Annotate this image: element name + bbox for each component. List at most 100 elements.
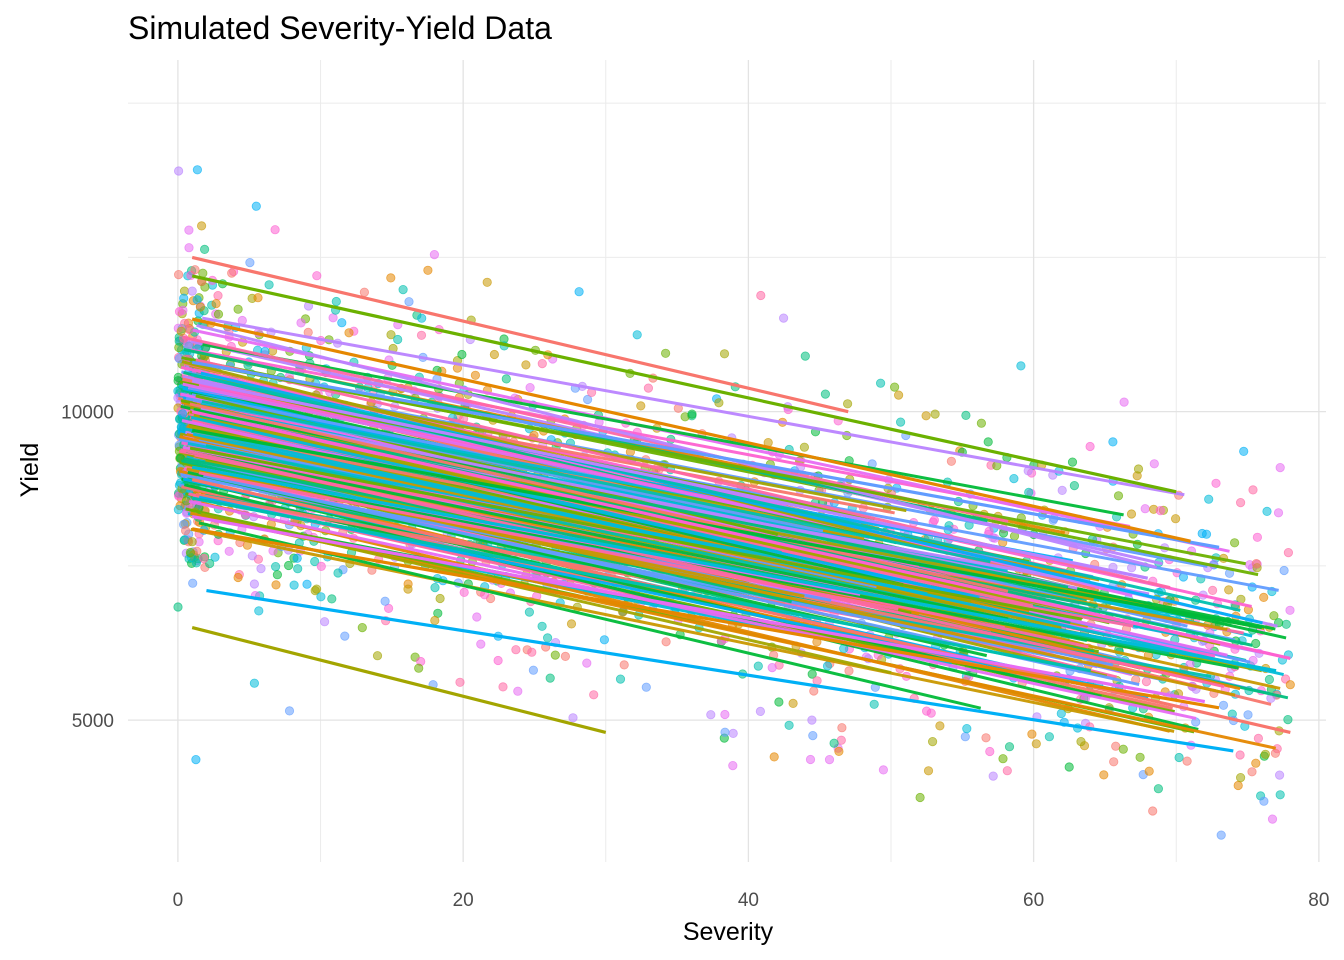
data-point	[430, 582, 440, 593]
fitted-line	[204, 470, 1239, 670]
data-point	[1283, 547, 1294, 558]
data-point	[528, 665, 539, 675]
data-point	[283, 560, 294, 571]
fitted-line	[189, 402, 1009, 593]
data-point	[574, 287, 584, 297]
fitted-line	[188, 500, 1197, 720]
data-point	[1269, 611, 1279, 621]
data-point	[457, 349, 467, 360]
data-point	[976, 418, 987, 428]
data-point	[292, 553, 302, 563]
data-point	[1252, 532, 1263, 542]
data-point	[961, 410, 971, 420]
data-point	[769, 752, 779, 762]
data-point	[753, 661, 763, 671]
data-point	[233, 304, 243, 314]
data-point	[878, 765, 889, 775]
data-point	[632, 330, 642, 340]
data-point	[272, 570, 282, 580]
fitted-line	[191, 410, 1291, 660]
data-point	[834, 746, 844, 757]
data-point	[582, 658, 592, 668]
data-point	[245, 257, 255, 268]
data-point	[566, 619, 577, 629]
y-tick-label: 5000	[72, 711, 114, 732]
fitted-line	[191, 274, 1177, 494]
data-point	[513, 686, 523, 696]
data-point	[1283, 714, 1293, 725]
data-point	[380, 596, 390, 606]
data-point	[180, 535, 190, 545]
data-point	[719, 349, 730, 359]
data-point	[190, 265, 200, 275]
data-point	[720, 709, 730, 720]
data-point	[359, 287, 369, 297]
data-point	[173, 602, 183, 612]
x-tick-label: 40	[738, 890, 759, 911]
data-point	[173, 504, 183, 515]
data-point	[1126, 509, 1137, 519]
data-point	[1233, 780, 1243, 791]
data-point	[927, 736, 938, 747]
data-point	[1004, 742, 1015, 752]
data-point	[844, 666, 854, 676]
data-point	[383, 603, 394, 614]
data-point	[185, 547, 195, 558]
fitted-line	[191, 514, 1206, 704]
data-point	[188, 578, 198, 588]
data-point	[344, 328, 354, 338]
data-point	[191, 754, 201, 765]
data-point	[1216, 830, 1226, 840]
data-point	[820, 389, 831, 399]
fitted-line	[191, 360, 1220, 549]
data-point	[915, 792, 925, 803]
axes: 0 20 40 60 80 5000 10000	[61, 403, 1329, 911]
data-point	[998, 754, 1008, 764]
data-point	[1259, 796, 1269, 806]
data-point	[805, 754, 816, 765]
data-point	[985, 746, 995, 757]
data-point	[187, 537, 197, 547]
x-tick-label: 60	[1023, 890, 1044, 911]
data-point	[1155, 505, 1166, 516]
data-point	[386, 273, 396, 283]
data-point	[1270, 748, 1281, 758]
data-point	[921, 411, 931, 421]
data-point	[187, 286, 197, 296]
data-point	[807, 715, 817, 725]
data-point	[935, 721, 945, 731]
data-point	[822, 661, 833, 671]
data-point	[756, 290, 766, 301]
data-point	[560, 651, 571, 662]
data-point	[1108, 437, 1118, 447]
data-point	[180, 318, 190, 328]
data-point	[1069, 480, 1080, 491]
data-point	[1239, 446, 1249, 456]
data-point	[800, 351, 810, 361]
data-point	[1251, 638, 1261, 649]
data-point	[296, 318, 306, 328]
data-point	[545, 673, 555, 683]
data-point	[1140, 504, 1150, 514]
data-point	[1224, 585, 1234, 595]
fitted-line	[191, 626, 607, 734]
data-point	[1230, 538, 1240, 548]
fitted-line	[185, 449, 1009, 621]
data-point	[270, 561, 281, 572]
data-point	[205, 558, 215, 569]
data-point	[270, 225, 280, 235]
data-point	[174, 306, 185, 317]
data-point	[893, 390, 904, 400]
data-point	[988, 771, 998, 781]
data-point	[337, 318, 347, 328]
data-point	[316, 592, 326, 602]
data-point	[511, 645, 521, 655]
data-point	[807, 669, 817, 679]
data-point	[1260, 749, 1271, 759]
data-point	[687, 409, 697, 419]
data-point	[1247, 767, 1257, 777]
data-point	[254, 606, 264, 616]
data-point	[1251, 558, 1261, 569]
data-point	[213, 290, 223, 301]
